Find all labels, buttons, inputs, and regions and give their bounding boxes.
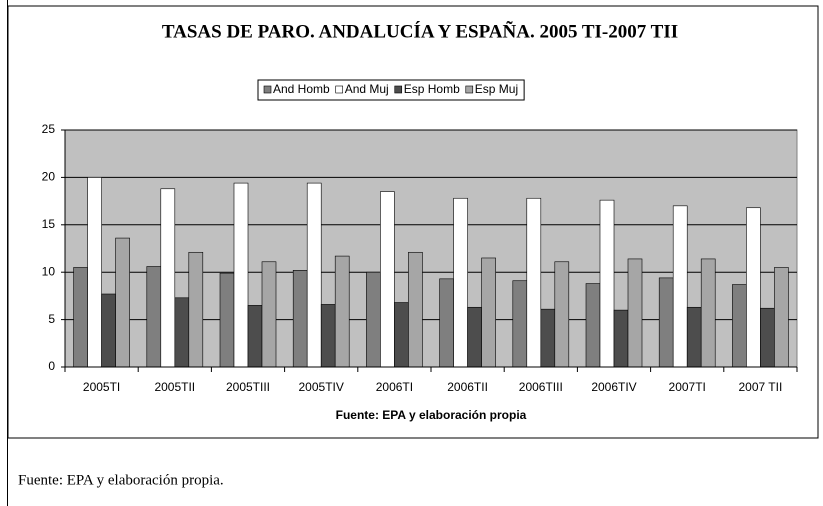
bar [320, 304, 336, 368]
y-tick-label: 15 [42, 217, 56, 231]
bar [115, 237, 130, 368]
caption: Fuente: EPA y elaboración propia. [18, 472, 224, 488]
x-tick-label: 2007TI [669, 380, 706, 394]
bar [306, 182, 322, 368]
x-tick-label: 2005TIV [299, 380, 344, 394]
bar [526, 197, 542, 368]
legend-swatch [394, 85, 403, 94]
bar [188, 251, 204, 368]
bar [512, 280, 528, 368]
bar [261, 261, 277, 368]
x-tick-label: 2006TI [376, 380, 413, 394]
bar [292, 270, 308, 368]
bar [700, 258, 716, 368]
bar [453, 197, 468, 368]
bar [585, 283, 601, 368]
x-tick-label: 2007 TII [738, 380, 782, 394]
bar [686, 306, 702, 368]
bar [160, 188, 176, 368]
bar [613, 309, 629, 368]
legend-swatch [263, 85, 272, 94]
bar [366, 271, 381, 368]
x-tick-label: 2005TIII [226, 380, 270, 394]
y-tick-label: 20 [42, 170, 56, 184]
bar [73, 267, 88, 368]
y-tick-label: 0 [48, 359, 55, 373]
bar [599, 199, 615, 368]
bar [146, 266, 162, 368]
y-tick-label: 25 [42, 122, 56, 136]
bar [732, 284, 747, 368]
legend-label: Esp Muj [475, 82, 518, 96]
bar [174, 297, 190, 368]
bar [219, 272, 235, 368]
x-tick-label: 2005TI [83, 380, 120, 394]
x-tick-label: 2006TII [447, 380, 488, 394]
legend-swatch [335, 85, 344, 94]
bar [408, 251, 423, 368]
chart-title: TASAS DE PARO. ANDALUCÍA Y ESPAÑA. 2005 … [162, 20, 678, 42]
y-tick-label: 5 [48, 312, 55, 326]
bar [334, 255, 350, 368]
bar [233, 182, 249, 368]
x-tick-label: 2006TIII [519, 380, 563, 394]
bar [467, 306, 482, 368]
legend-label: And Muj [345, 82, 389, 96]
bar [247, 305, 263, 368]
bar [394, 302, 409, 368]
bar [760, 307, 775, 368]
bar [554, 261, 570, 368]
bar [746, 207, 761, 368]
legend-swatch [465, 85, 474, 94]
bar [439, 278, 454, 368]
bar [101, 293, 116, 368]
legend [257, 79, 525, 101]
bar [87, 177, 102, 368]
legend-label: Esp Homb [404, 82, 460, 96]
bar [774, 267, 789, 368]
bar [672, 205, 688, 368]
bar [380, 191, 395, 368]
x-tick-label: 2006TIV [591, 380, 636, 394]
bar [540, 308, 556, 368]
bar [627, 258, 643, 368]
y-tick-label: 10 [42, 264, 56, 278]
bar [658, 277, 674, 368]
bar [481, 257, 496, 368]
legend-label: And Homb [273, 82, 330, 96]
x-tick-label: 2005TII [154, 380, 195, 394]
x-axis-title: Fuente: EPA y elaboración propia [336, 408, 527, 422]
